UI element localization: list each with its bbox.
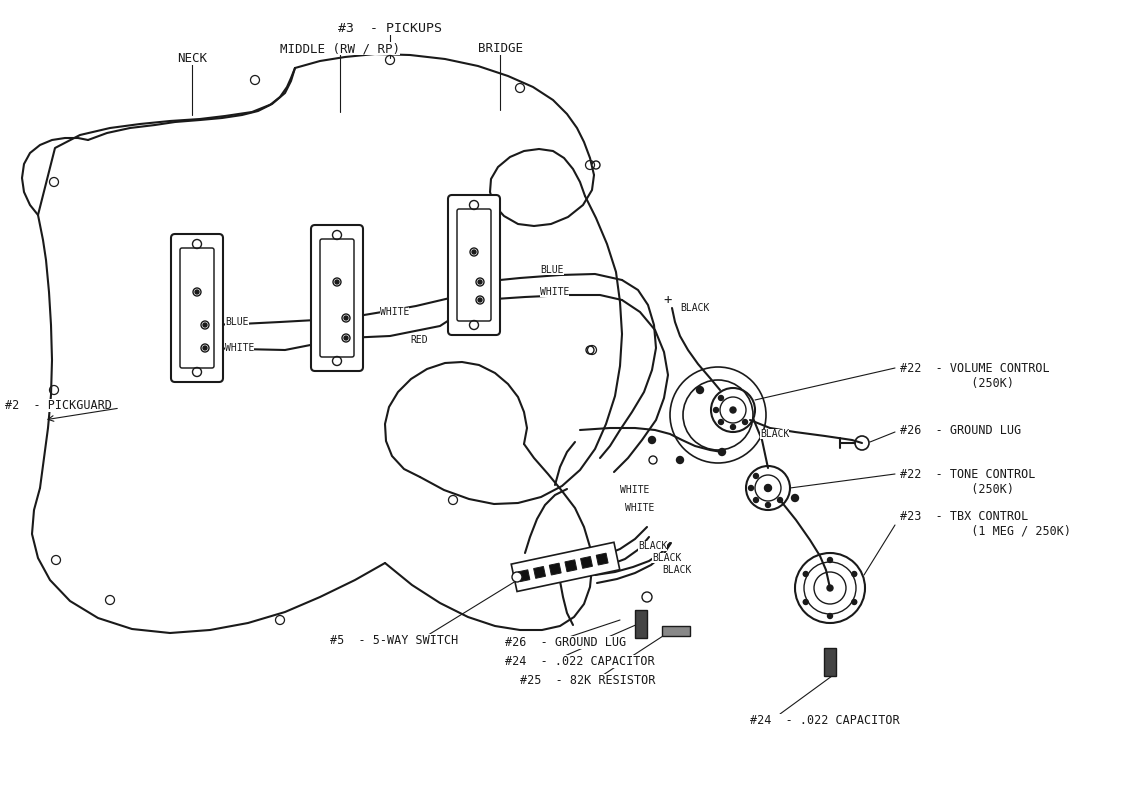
Circle shape — [193, 288, 201, 296]
Circle shape — [765, 502, 771, 507]
Circle shape — [342, 314, 350, 322]
Circle shape — [748, 486, 754, 491]
Circle shape — [201, 344, 209, 352]
Circle shape — [719, 419, 723, 424]
FancyBboxPatch shape — [311, 225, 363, 371]
Text: #22  - VOLUME CONTROL
          (250K): #22 - VOLUME CONTROL (250K) — [899, 362, 1050, 390]
Text: BLACK: BLACK — [652, 553, 681, 563]
Circle shape — [730, 424, 736, 430]
Circle shape — [201, 321, 209, 329]
Circle shape — [472, 250, 476, 254]
Circle shape — [852, 600, 857, 604]
Circle shape — [334, 280, 339, 284]
Bar — [565, 560, 576, 572]
Circle shape — [719, 396, 723, 401]
Circle shape — [791, 495, 799, 502]
Text: #3  - PICKUPS: #3 - PICKUPS — [338, 22, 442, 35]
Bar — [518, 570, 530, 581]
FancyBboxPatch shape — [180, 248, 214, 368]
Text: +: + — [663, 293, 672, 307]
Text: #23  - TBX CONTROL
          (1 MEG / 250K): #23 - TBX CONTROL (1 MEG / 250K) — [899, 510, 1071, 538]
Bar — [635, 610, 647, 638]
FancyBboxPatch shape — [171, 234, 223, 382]
Text: #26  - GROUND LUG: #26 - GROUND LUG — [899, 423, 1022, 437]
Text: BLACK: BLACK — [662, 565, 692, 575]
Text: #24  - .022 CAPACITOR: #24 - .022 CAPACITOR — [750, 714, 899, 727]
Text: MIDDLE (RW / RP): MIDDLE (RW / RP) — [280, 42, 400, 55]
Circle shape — [470, 248, 478, 256]
Circle shape — [344, 336, 348, 340]
Circle shape — [476, 278, 484, 286]
Circle shape — [730, 407, 736, 413]
Circle shape — [803, 571, 808, 577]
Circle shape — [803, 600, 808, 604]
Text: WHITE: WHITE — [620, 485, 650, 495]
Text: #24  - .022 CAPACITOR: #24 - .022 CAPACITOR — [505, 655, 654, 668]
Bar — [511, 542, 619, 592]
Circle shape — [649, 456, 657, 464]
Circle shape — [754, 498, 758, 502]
Circle shape — [478, 298, 483, 302]
Text: BLUE: BLUE — [540, 265, 564, 275]
Circle shape — [592, 161, 600, 169]
Text: BLACK: BLACK — [638, 541, 668, 551]
Text: BLACK: BLACK — [680, 303, 710, 313]
Circle shape — [827, 558, 833, 562]
Text: NECK: NECK — [177, 52, 207, 65]
Circle shape — [586, 346, 594, 354]
FancyBboxPatch shape — [447, 195, 499, 335]
Bar — [597, 553, 608, 565]
Text: #2  - PICKGUARD: #2 - PICKGUARD — [5, 398, 112, 412]
Text: #26  - GROUND LUG: #26 - GROUND LUG — [505, 636, 626, 649]
Circle shape — [333, 278, 341, 286]
Bar — [662, 626, 690, 636]
Text: WHITE: WHITE — [380, 307, 409, 317]
Text: RED: RED — [410, 335, 427, 345]
Circle shape — [203, 346, 207, 350]
Circle shape — [754, 473, 758, 479]
Text: #25  - 82K RESISTOR: #25 - 82K RESISTOR — [520, 674, 655, 687]
Bar — [824, 648, 836, 676]
Circle shape — [677, 457, 684, 464]
Bar — [533, 566, 546, 578]
Circle shape — [713, 408, 719, 412]
Bar — [581, 556, 592, 568]
Circle shape — [765, 484, 772, 491]
Circle shape — [342, 334, 350, 342]
Circle shape — [478, 280, 483, 284]
Circle shape — [719, 449, 725, 456]
Circle shape — [765, 485, 771, 491]
Circle shape — [649, 437, 655, 443]
Text: WHITE: WHITE — [540, 287, 570, 297]
Bar — [549, 563, 562, 575]
Circle shape — [827, 614, 833, 619]
Circle shape — [344, 316, 348, 320]
Circle shape — [512, 572, 522, 582]
Text: BLACK: BLACK — [760, 429, 790, 439]
Circle shape — [696, 386, 704, 393]
Circle shape — [827, 585, 833, 591]
Text: WHITE: WHITE — [625, 503, 654, 513]
Circle shape — [742, 419, 748, 424]
Text: #5  - 5-WAY SWITCH: #5 - 5-WAY SWITCH — [330, 634, 459, 647]
Circle shape — [476, 296, 484, 304]
Circle shape — [777, 498, 782, 502]
Circle shape — [203, 323, 207, 327]
FancyBboxPatch shape — [320, 239, 354, 357]
Circle shape — [852, 571, 857, 577]
FancyBboxPatch shape — [457, 209, 492, 321]
Text: #22  - TONE CONTROL
          (250K): #22 - TONE CONTROL (250K) — [899, 468, 1035, 496]
Text: BRIDGE: BRIDGE — [478, 42, 522, 55]
Circle shape — [195, 290, 199, 294]
Text: WHITE: WHITE — [225, 343, 254, 353]
Text: BLUE: BLUE — [225, 317, 249, 327]
Circle shape — [642, 592, 652, 602]
